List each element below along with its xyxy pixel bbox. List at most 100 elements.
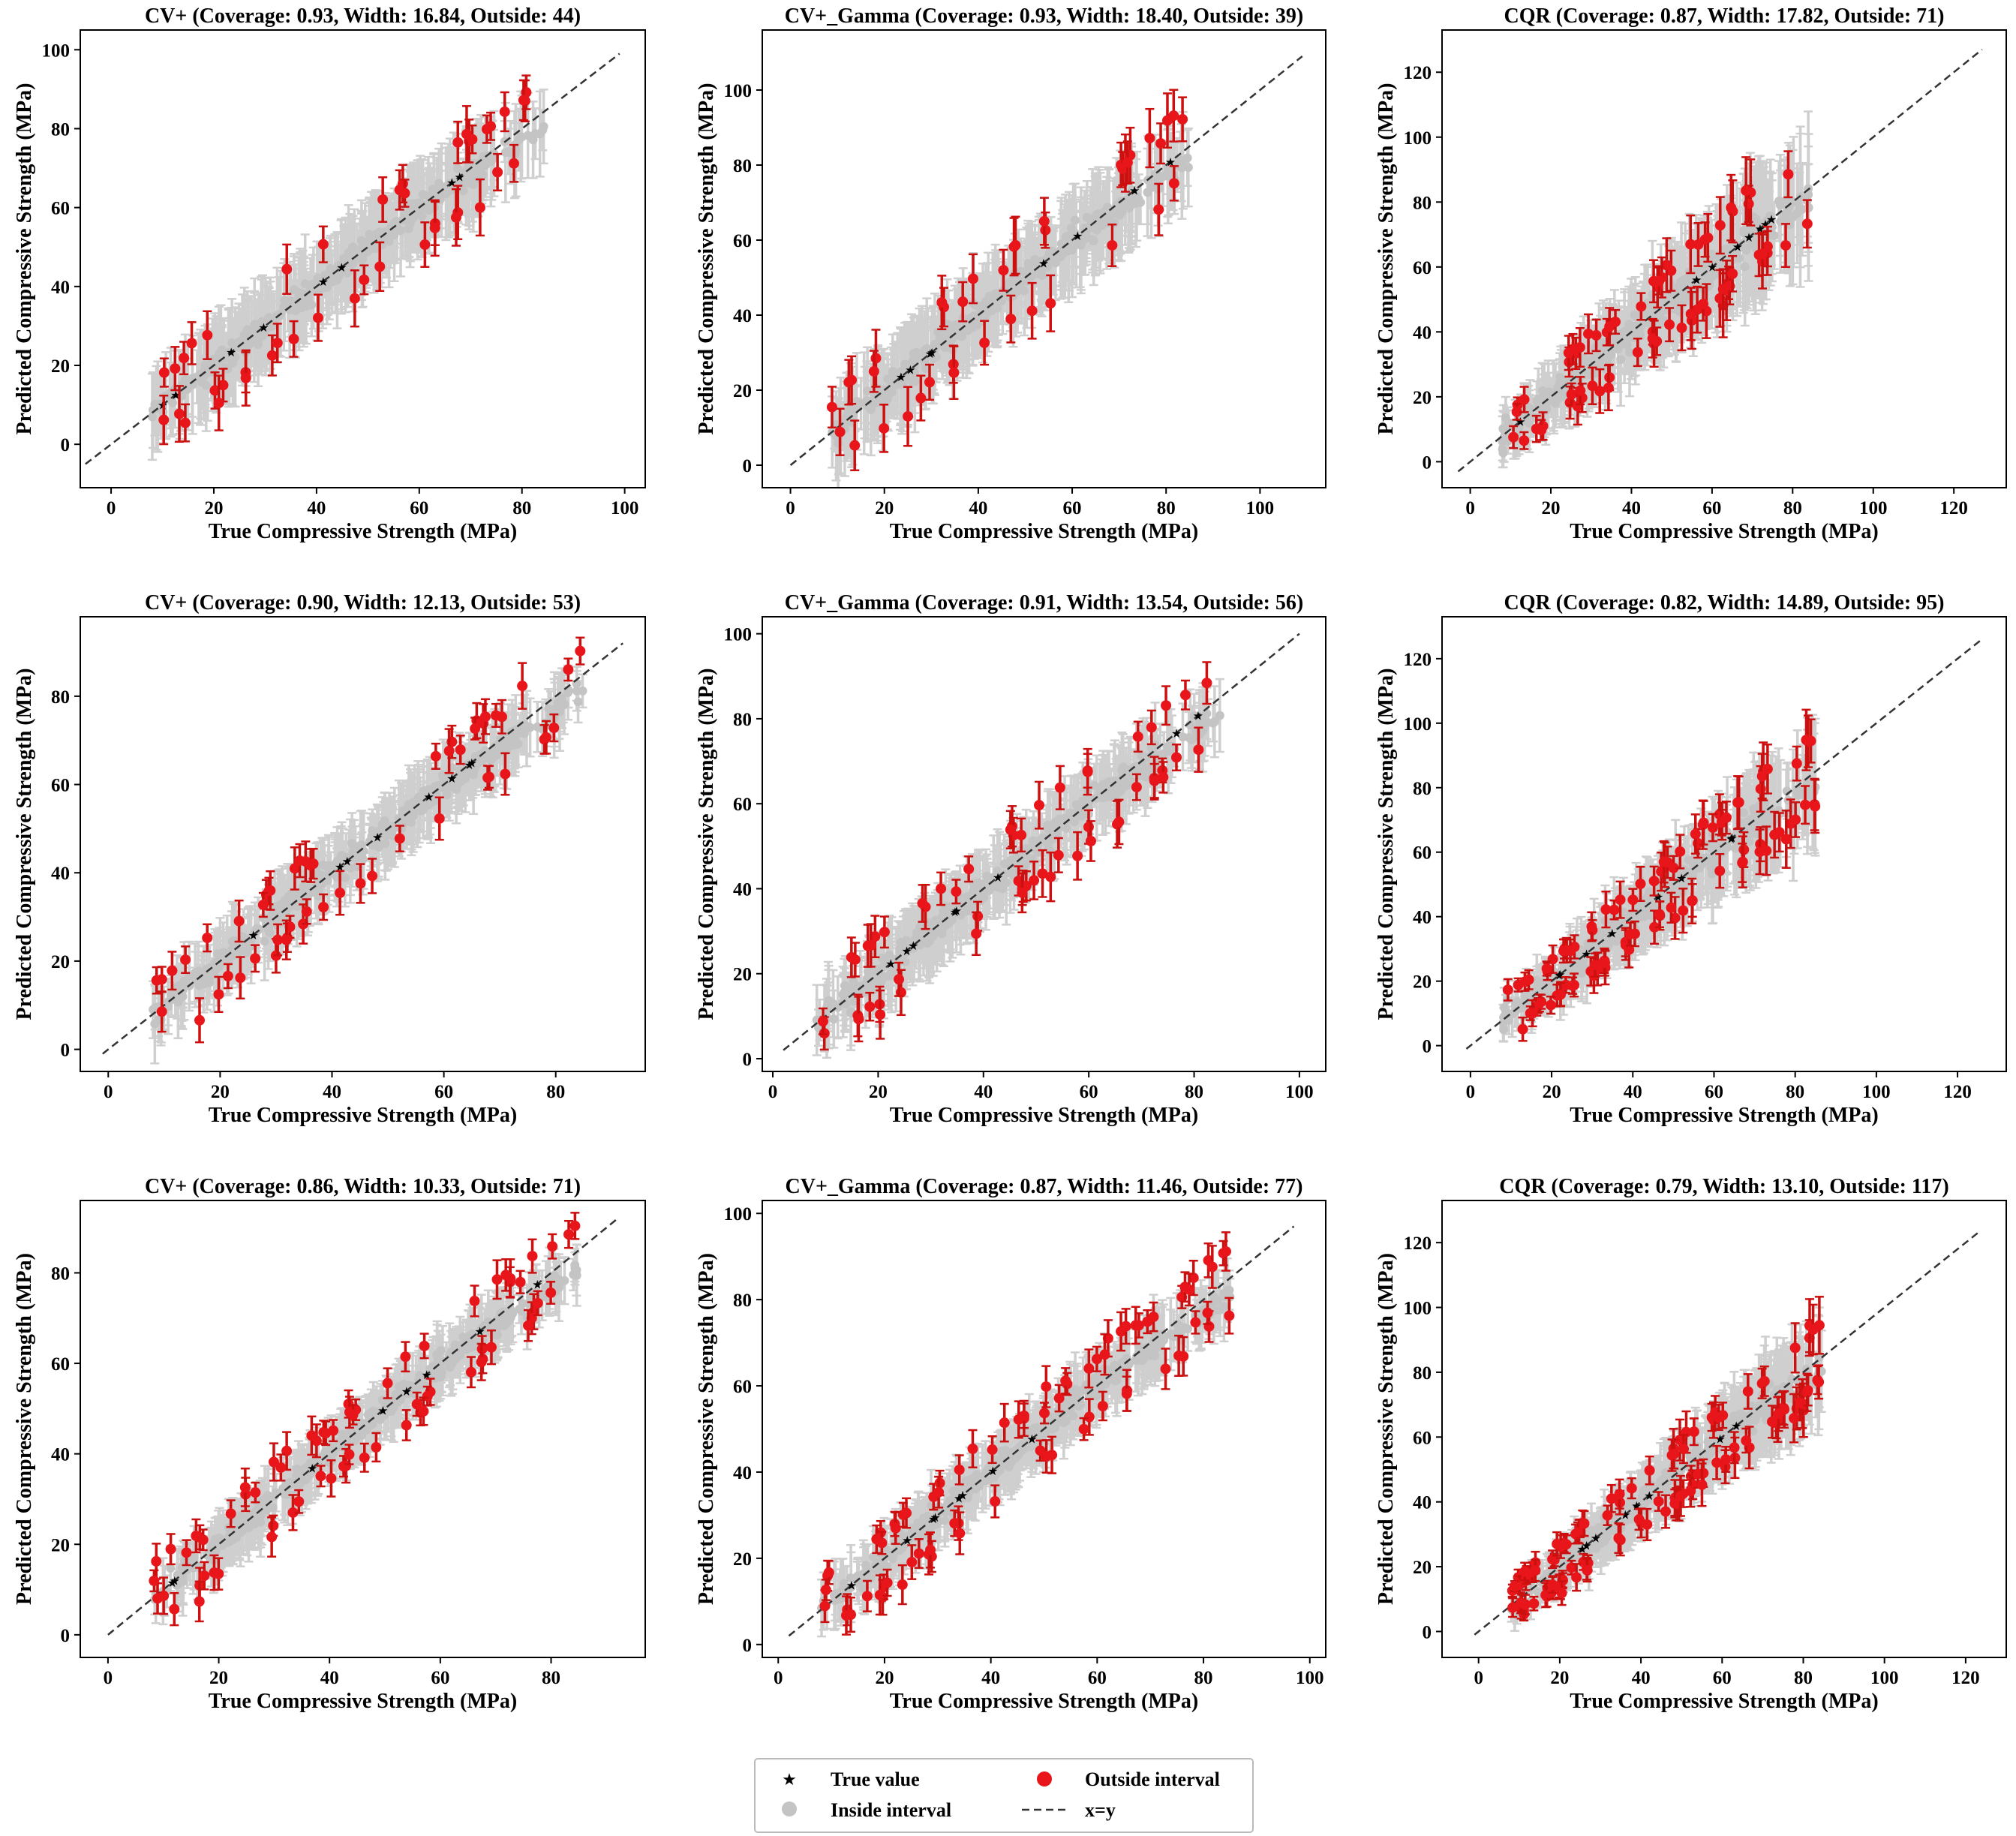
inside-point bbox=[863, 386, 873, 396]
outside-point bbox=[948, 367, 960, 378]
outside-point bbox=[317, 239, 329, 250]
true-value-star: ★ bbox=[226, 347, 236, 359]
subplot-3: CQR (Coverage: 0.87, Width: 17.82, Outsi… bbox=[1375, 5, 2007, 543]
inside-point bbox=[1070, 228, 1080, 238]
true-value-star: ★ bbox=[896, 371, 906, 384]
outside-point bbox=[202, 329, 213, 341]
outside-point bbox=[266, 350, 278, 361]
true-value-star: ★ bbox=[927, 347, 937, 359]
true-value-star: ★ bbox=[336, 262, 347, 275]
outside-point bbox=[474, 202, 485, 213]
inside-point bbox=[203, 368, 212, 377]
outside-point bbox=[213, 398, 224, 409]
inside-point bbox=[224, 347, 233, 357]
inside-point bbox=[1087, 218, 1097, 228]
outside-point bbox=[936, 297, 948, 308]
outside-point bbox=[450, 212, 461, 223]
inside-point bbox=[1094, 220, 1104, 230]
inside-point bbox=[942, 328, 952, 338]
inside-point bbox=[1071, 240, 1081, 250]
y-axis-label: Predicted Compressive Strength (MPa) bbox=[695, 83, 718, 435]
outside-point bbox=[846, 374, 858, 386]
outside-point bbox=[429, 222, 440, 233]
inside-point bbox=[446, 181, 456, 191]
inside-point bbox=[453, 164, 463, 173]
y-tick-label: 100 bbox=[42, 41, 71, 61]
inside-point bbox=[887, 378, 897, 388]
inside-point bbox=[981, 296, 991, 306]
outside-point bbox=[467, 134, 478, 145]
inside-point bbox=[417, 212, 427, 221]
inside-point bbox=[232, 340, 242, 350]
outside-point bbox=[240, 372, 251, 383]
outside-point bbox=[399, 188, 410, 199]
y-tick-label: 20 bbox=[733, 381, 752, 401]
outside-point bbox=[915, 392, 927, 404]
diagonal-line bbox=[85, 53, 620, 465]
outside-point bbox=[868, 365, 879, 377]
inside-point bbox=[528, 135, 538, 145]
inside-point bbox=[1061, 247, 1071, 257]
axes-frame bbox=[80, 29, 646, 488]
outside-point bbox=[374, 261, 386, 272]
inside-point bbox=[1153, 175, 1163, 185]
inside-point bbox=[306, 284, 316, 293]
outside-point bbox=[170, 363, 181, 374]
inside-point bbox=[1016, 278, 1026, 288]
outside-point bbox=[1161, 115, 1173, 126]
inside-point bbox=[1136, 197, 1146, 207]
outside-point bbox=[1005, 314, 1017, 325]
inside-point bbox=[168, 398, 178, 407]
x-tick-label: 40 bbox=[969, 498, 987, 518]
x-tick-label: 80 bbox=[512, 498, 531, 518]
x-tick-label: 100 bbox=[611, 498, 639, 518]
inside-point bbox=[878, 393, 888, 403]
data-layer: ★★★★★★★★ bbox=[85, 53, 620, 465]
true-value-star: ★ bbox=[1129, 185, 1140, 198]
x-tick-label: 0 bbox=[786, 498, 795, 518]
inside-point bbox=[335, 271, 344, 281]
inside-point bbox=[1046, 254, 1056, 264]
outside-point bbox=[179, 417, 191, 428]
outside-point bbox=[485, 121, 497, 132]
outside-point bbox=[158, 414, 170, 425]
inside-point bbox=[953, 320, 963, 330]
inside-point bbox=[155, 399, 164, 409]
diagonal-line bbox=[789, 56, 1303, 466]
true-value-star: ★ bbox=[1072, 230, 1083, 243]
inside-point bbox=[514, 135, 524, 145]
inside-point bbox=[264, 313, 274, 323]
inside-point bbox=[201, 380, 211, 390]
x-tick-label: 20 bbox=[204, 498, 223, 518]
outside-point bbox=[1038, 215, 1050, 227]
inside-point bbox=[1176, 155, 1185, 165]
x-tick-label: 60 bbox=[1063, 498, 1082, 518]
outside-point bbox=[1010, 239, 1021, 251]
subplot-title: CV+ (Coverage: 0.93, Width: 16.84, Outsi… bbox=[145, 5, 581, 28]
inside-point bbox=[250, 335, 260, 344]
outside-point bbox=[849, 440, 861, 451]
inside-point bbox=[464, 175, 474, 185]
inside-point bbox=[366, 232, 376, 242]
outside-point bbox=[179, 353, 190, 364]
outside-point bbox=[186, 338, 197, 349]
inside-point bbox=[870, 398, 880, 407]
inside-point bbox=[230, 352, 240, 362]
subplot-2: CV+_Gamma (Coverage: 0.93, Width: 18.40,… bbox=[695, 5, 1326, 543]
inside-point bbox=[469, 166, 479, 176]
inside-point bbox=[1038, 271, 1047, 281]
inside-point bbox=[539, 122, 548, 131]
outside-point bbox=[518, 95, 529, 106]
inside-point bbox=[280, 296, 290, 305]
inside-point bbox=[906, 358, 916, 368]
outside-point bbox=[1026, 305, 1038, 317]
inside-point bbox=[1183, 163, 1193, 173]
x-axis-label: True Compressive Strength (MPa) bbox=[890, 520, 1198, 543]
inside-point bbox=[923, 347, 933, 356]
outside-point bbox=[349, 293, 360, 304]
outside-point bbox=[957, 296, 969, 308]
inside-point bbox=[1045, 248, 1055, 257]
x-tick-label: 0 bbox=[107, 498, 116, 518]
true-value-star: ★ bbox=[258, 322, 269, 335]
